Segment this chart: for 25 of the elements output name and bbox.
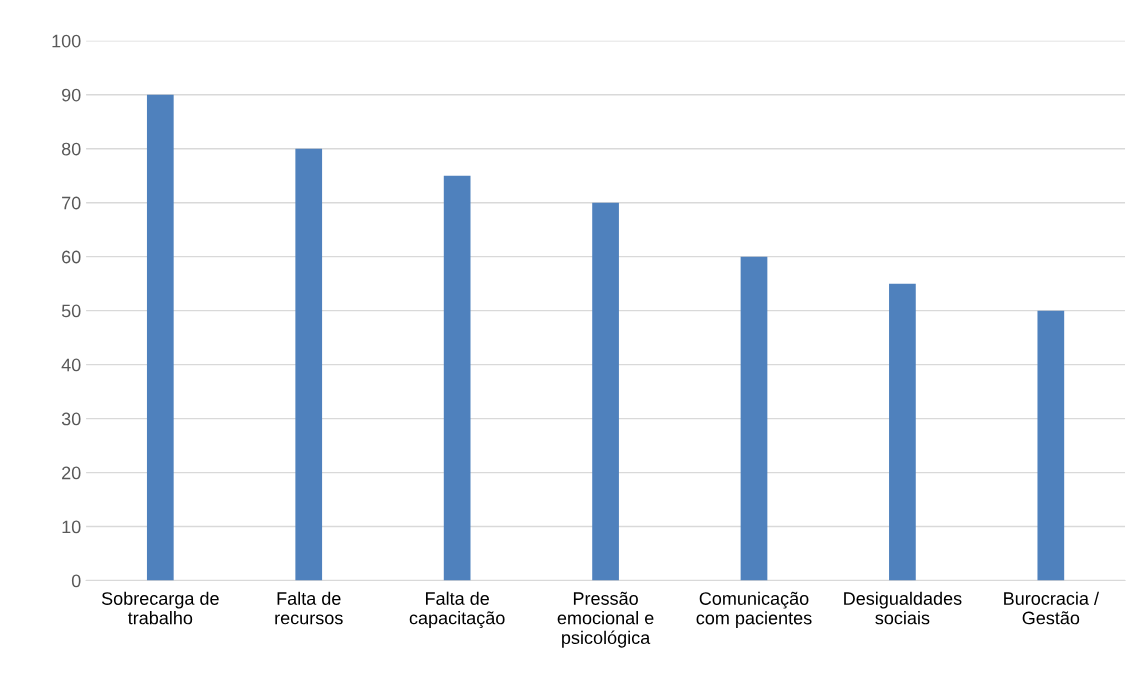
x-tick-label: Falta de capacitação bbox=[409, 591, 505, 629]
y-tick-label: 60 bbox=[62, 250, 81, 264]
y-tick-label: 80 bbox=[61, 142, 81, 156]
y-tick-label: 10 bbox=[62, 520, 81, 534]
y-tick-label: 100 bbox=[52, 34, 81, 48]
bar bbox=[889, 283, 916, 581]
y-tick-label: 30 bbox=[61, 412, 81, 426]
x-tick-label: Burocracia / Gestão bbox=[1004, 591, 1099, 625]
bar bbox=[146, 94, 174, 581]
x-tick-label: Desigualdades sociais bbox=[844, 591, 962, 625]
y-tick-label: 70 bbox=[62, 196, 81, 210]
y-tick-label: 40 bbox=[61, 358, 81, 372]
y-tick-label: 50 bbox=[61, 304, 81, 318]
y-tick-label: 0 bbox=[71, 574, 81, 588]
bar bbox=[295, 148, 323, 581]
bar bbox=[740, 256, 768, 581]
x-tick-label: Falta de recursos bbox=[275, 591, 343, 625]
y-tick-label: 90 bbox=[62, 88, 81, 102]
x-tick-label: Pressão emocional e psicológica bbox=[557, 591, 654, 648]
x-tick-label: Sobrecarga de trabalho bbox=[101, 591, 219, 625]
x-tick-label: Comunicação com pacientes bbox=[696, 591, 812, 629]
bar bbox=[1037, 310, 1065, 581]
y-tick-label: 20 bbox=[62, 466, 81, 480]
bar bbox=[592, 202, 619, 581]
bar bbox=[443, 175, 471, 581]
